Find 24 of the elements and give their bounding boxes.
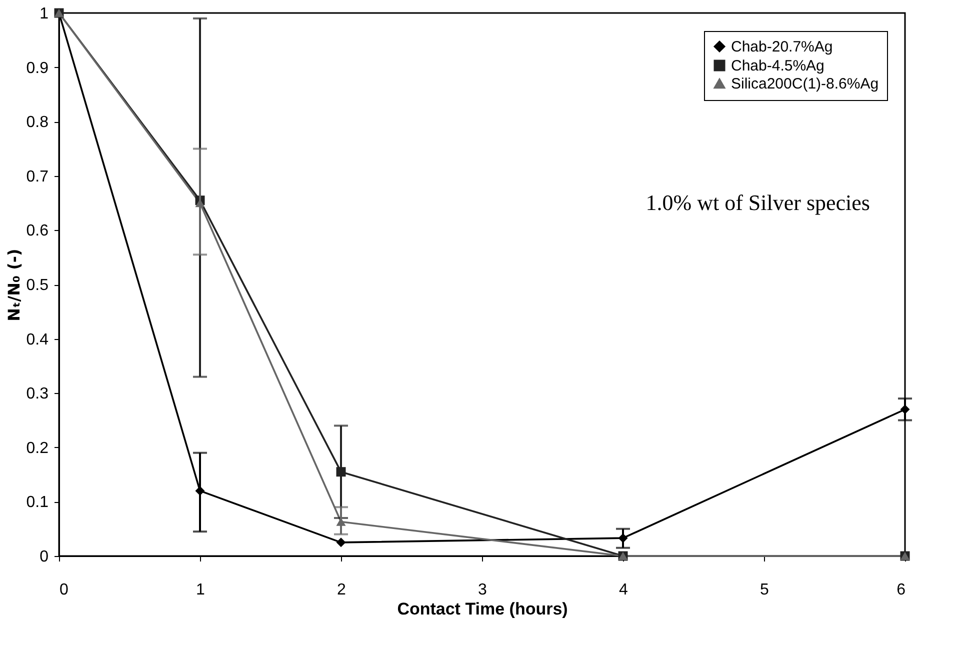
y-tick-label: 0.3 xyxy=(26,386,49,403)
x-tick-label: 0 xyxy=(60,582,68,598)
y-tick-label: 0.1 xyxy=(26,494,49,512)
y-tick-label: 0.7 xyxy=(26,168,49,186)
y-tick-label: 1 xyxy=(40,6,49,22)
legend-label: Chab-20.7%Ag xyxy=(731,38,833,56)
x-tick-label: 2 xyxy=(337,582,346,598)
y-tick-label: 0 xyxy=(40,548,49,566)
y-tick-label: 0.2 xyxy=(26,440,49,457)
y-tick-label: 0.9 xyxy=(26,60,49,77)
x-tick-label: 5 xyxy=(760,582,770,598)
y-tick-label: 0.8 xyxy=(26,114,49,132)
x-tick-label: 3 xyxy=(478,582,488,598)
y-tick-label: 0.5 xyxy=(26,277,49,294)
x-tick-label: 4 xyxy=(619,582,628,598)
x-tick-label: 1 xyxy=(196,582,206,598)
legend-label: Silica200C(1)-8.6%Ag xyxy=(731,76,879,92)
annotation: 1.0% wt of Silver species xyxy=(646,190,870,215)
y-axis-title: Nₜ/N₀ (-) xyxy=(4,248,24,322)
y-tick-label: 0.4 xyxy=(26,331,49,348)
x-tick-label: 6 xyxy=(896,582,906,598)
legend-label: Chab-4.5%Ag xyxy=(731,58,824,74)
x-axis-title: Contact Time (hours) xyxy=(397,600,568,618)
y-tick-label: 0.6 xyxy=(26,222,49,240)
